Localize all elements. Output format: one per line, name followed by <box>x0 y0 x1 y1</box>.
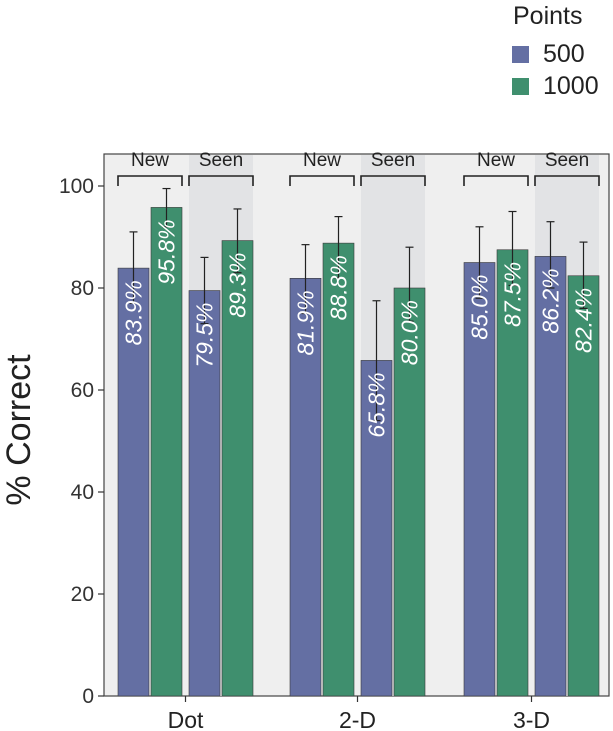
x-tick-label-dot: Dot <box>168 707 204 731</box>
error-bar-2d-seen-1000 <box>405 246 414 322</box>
error-bar-3d-new-1000 <box>508 210 517 287</box>
group-label-dot-seen: Seen <box>199 150 243 171</box>
y-axis-label: % Correct <box>0 354 38 506</box>
bar-3d-seen-500 <box>534 256 567 697</box>
y-tick-label-80: 80 <box>71 277 94 300</box>
data-label-3d-seen-500: 86.2% <box>538 268 564 333</box>
y-tick-label-100: 100 <box>59 175 94 198</box>
bar-dot-seen-500 <box>188 290 221 697</box>
bar-dot-new-500 <box>117 267 150 697</box>
data-label-dot-new-500: 83.9% <box>121 280 147 345</box>
data-label-3d-seen-1000: 82.4% <box>571 288 597 353</box>
bar-3d-new-500 <box>463 262 496 697</box>
data-label-2d-seen-1000: 80.0% <box>397 300 423 365</box>
group-label-2d-seen: Seen <box>371 150 415 171</box>
error-bar-3d-seen-500 <box>546 221 555 289</box>
bracket-2d-seen <box>360 175 426 186</box>
data-label-dot-new-1000: 95.8% <box>154 219 180 284</box>
data-label-2d-new-500: 81.9% <box>293 290 319 355</box>
y-tick-label-40: 40 <box>71 481 94 504</box>
data-label-3d-new-1000: 87.5% <box>500 262 526 327</box>
x-tick-label-2d: 2-D <box>339 707 376 731</box>
bar-dot-seen-1000 <box>221 240 254 697</box>
group-label-dot-new: New <box>131 150 169 171</box>
bar-3d-seen-1000 <box>567 275 600 697</box>
error-bar-dot-seen-500 <box>200 256 209 325</box>
error-bar-2d-new-1000 <box>334 216 343 279</box>
legend-label-500: 500 <box>543 40 585 68</box>
bar-2d-new-500 <box>289 278 322 697</box>
y-tick-label-20: 20 <box>71 583 94 606</box>
legend-swatch-500 <box>512 46 529 63</box>
data-label-2d-seen-500: 65.8% <box>364 372 390 437</box>
legend-swatch-1000 <box>512 78 529 95</box>
bracket-3d-new <box>463 175 529 186</box>
error-bar-2d-seen-500 <box>372 300 381 422</box>
error-bar-2d-new-500 <box>301 244 310 315</box>
bracket-dot-seen <box>188 175 254 186</box>
data-label-dot-seen-1000: 89.3% <box>225 253 251 318</box>
x-tick-label-3d: 3-D <box>513 707 550 731</box>
legend: Points 500 1000 <box>512 2 599 100</box>
error-bar-dot-new-1000 <box>162 187 171 228</box>
group-label-3d-new: New <box>477 150 515 171</box>
group-label-2d-new: New <box>303 150 341 171</box>
bar-dot-new-1000 <box>150 207 183 697</box>
bracket-2d-new <box>289 175 355 186</box>
error-bar-3d-new-500 <box>475 226 484 299</box>
data-label-2d-new-1000: 88.8% <box>326 255 352 320</box>
error-bar-dot-seen-1000 <box>233 208 242 274</box>
group-label-3d-seen: Seen <box>545 150 589 171</box>
data-label-3d-new-500: 85.0% <box>467 275 493 340</box>
legend-title: Points <box>513 2 582 30</box>
y-tick-label-60: 60 <box>71 379 94 402</box>
data-label-dot-seen-500: 79.5% <box>192 303 218 368</box>
bar-2d-seen-1000 <box>393 287 426 697</box>
error-bar-dot-new-500 <box>129 231 138 304</box>
bracket-3d-seen <box>534 175 600 186</box>
error-bar-3d-seen-1000 <box>579 241 588 309</box>
bracket-dot-new <box>117 175 183 186</box>
legend-label-1000: 1000 <box>543 72 599 100</box>
y-tick-label-0: 0 <box>82 685 94 708</box>
